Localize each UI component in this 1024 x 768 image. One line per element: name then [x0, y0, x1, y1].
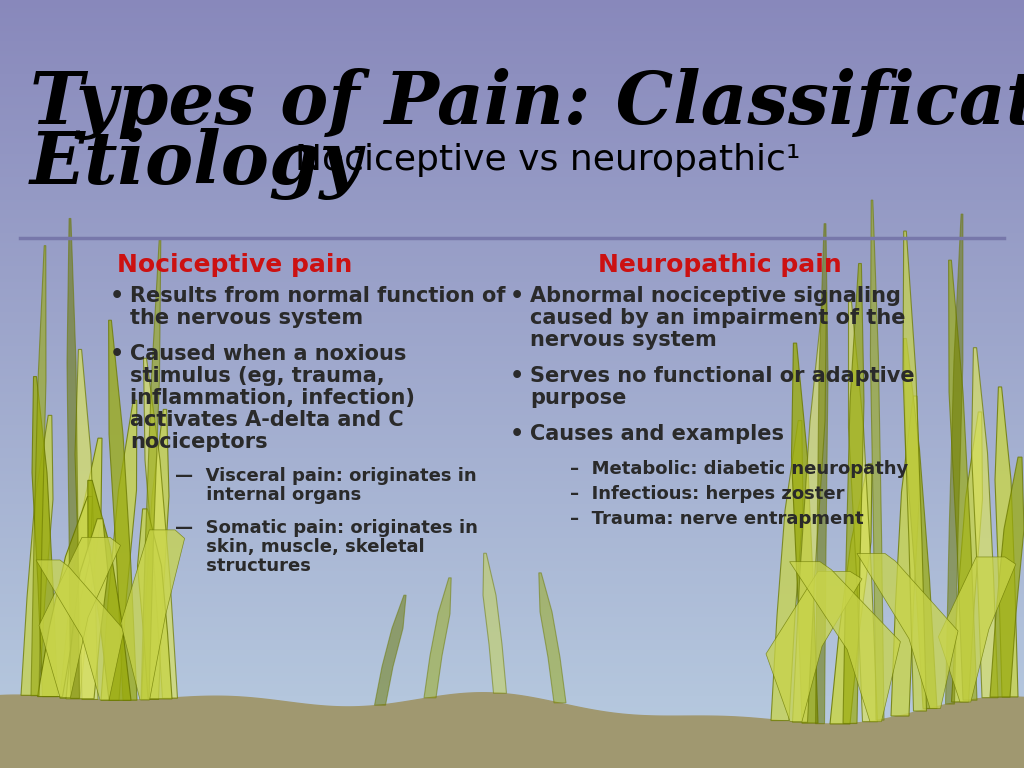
Text: internal organs: internal organs — [175, 486, 361, 505]
PathPatch shape — [88, 480, 131, 700]
PathPatch shape — [843, 263, 864, 723]
Text: Types of Pain: Classification by: Types of Pain: Classification by — [30, 68, 1024, 140]
Text: nociceptors: nociceptors — [130, 432, 267, 452]
Text: stimulus (eg, trauma,: stimulus (eg, trauma, — [130, 366, 385, 386]
Text: –  Trauma: nerve entrapment: – Trauma: nerve entrapment — [570, 509, 863, 528]
Text: Results from normal function of: Results from normal function of — [130, 286, 506, 306]
Text: Abnormal nociceptive signaling: Abnormal nociceptive signaling — [530, 286, 901, 306]
Text: •: • — [510, 424, 524, 444]
PathPatch shape — [66, 518, 108, 699]
Text: Causes and examples: Causes and examples — [530, 424, 784, 444]
Text: –  Metabolic: diabetic neuropathy: – Metabolic: diabetic neuropathy — [570, 459, 908, 478]
PathPatch shape — [143, 358, 177, 698]
Text: Nociceptive vs neuropathic¹: Nociceptive vs neuropathic¹ — [295, 143, 801, 177]
PathPatch shape — [830, 464, 872, 724]
PathPatch shape — [31, 246, 46, 696]
PathPatch shape — [793, 293, 826, 722]
Text: Serves no functional or adaptive: Serves no functional or adaptive — [530, 366, 914, 386]
Text: Etiology: Etiology — [30, 128, 362, 200]
PathPatch shape — [938, 557, 1016, 702]
PathPatch shape — [67, 218, 80, 698]
PathPatch shape — [790, 561, 900, 722]
Text: nervous system: nervous system — [530, 329, 717, 350]
Text: —  Visceral pain: originates in: — Visceral pain: originates in — [175, 468, 476, 485]
PathPatch shape — [32, 376, 57, 697]
PathPatch shape — [38, 497, 92, 697]
PathPatch shape — [951, 412, 982, 702]
PathPatch shape — [75, 349, 98, 700]
PathPatch shape — [375, 595, 407, 705]
Text: structures: structures — [175, 558, 311, 575]
Text: activates A-delta and C: activates A-delta and C — [130, 409, 403, 429]
PathPatch shape — [792, 343, 818, 723]
PathPatch shape — [972, 348, 998, 697]
PathPatch shape — [870, 200, 884, 720]
PathPatch shape — [771, 421, 803, 720]
PathPatch shape — [39, 538, 121, 697]
PathPatch shape — [849, 302, 878, 722]
PathPatch shape — [990, 457, 1024, 697]
PathPatch shape — [22, 415, 53, 695]
PathPatch shape — [891, 396, 920, 716]
Text: skin, muscle, skeletal: skin, muscle, skeletal — [175, 538, 425, 557]
PathPatch shape — [141, 409, 169, 700]
PathPatch shape — [815, 223, 828, 723]
PathPatch shape — [109, 320, 137, 700]
Text: •: • — [110, 344, 124, 364]
PathPatch shape — [121, 530, 184, 700]
Text: Caused when a noxious: Caused when a noxious — [130, 344, 407, 364]
Text: the nervous system: the nervous system — [130, 308, 364, 328]
PathPatch shape — [903, 231, 927, 711]
Text: Neuropathic pain: Neuropathic pain — [598, 253, 842, 277]
PathPatch shape — [60, 439, 102, 698]
PathPatch shape — [539, 573, 566, 703]
PathPatch shape — [36, 560, 124, 700]
Text: Nociceptive pain: Nociceptive pain — [118, 253, 352, 277]
PathPatch shape — [945, 214, 963, 704]
PathPatch shape — [995, 387, 1018, 697]
Text: inflammation, infection): inflammation, infection) — [130, 388, 415, 408]
PathPatch shape — [101, 400, 137, 700]
PathPatch shape — [424, 578, 452, 698]
PathPatch shape — [948, 260, 977, 700]
Text: •: • — [510, 286, 524, 306]
Text: •: • — [510, 366, 524, 386]
PathPatch shape — [857, 554, 958, 709]
Text: purpose: purpose — [530, 388, 627, 408]
Text: •: • — [110, 286, 124, 306]
PathPatch shape — [141, 240, 161, 700]
Text: caused by an impairment of the: caused by an impairment of the — [530, 308, 905, 328]
PathPatch shape — [483, 553, 507, 694]
PathPatch shape — [903, 339, 937, 709]
Text: —  Somatic pain: originates in: — Somatic pain: originates in — [175, 519, 478, 538]
PathPatch shape — [137, 509, 172, 699]
PathPatch shape — [766, 571, 862, 721]
Text: –  Infectious: herpes zoster: – Infectious: herpes zoster — [570, 485, 845, 502]
